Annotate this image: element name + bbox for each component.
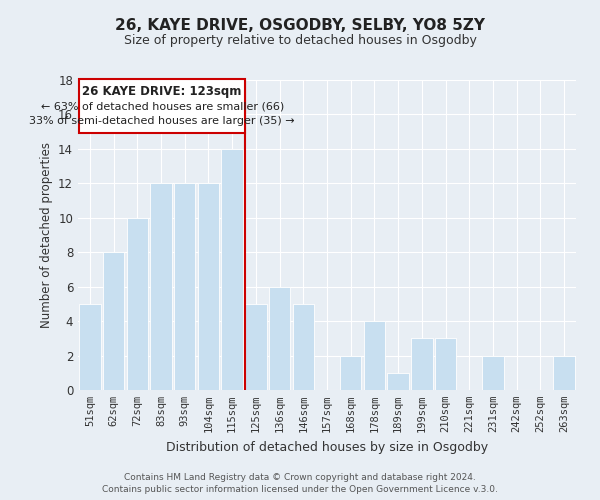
FancyBboxPatch shape bbox=[79, 79, 245, 134]
Bar bbox=[79, 304, 101, 390]
Text: Contains public sector information licensed under the Open Government Licence v.: Contains public sector information licen… bbox=[102, 486, 498, 494]
Text: Size of property relative to detached houses in Osgodby: Size of property relative to detached ho… bbox=[124, 34, 476, 47]
Bar bbox=[269, 286, 290, 390]
Bar bbox=[340, 356, 361, 390]
Bar bbox=[174, 184, 196, 390]
Text: 26 KAYE DRIVE: 123sqm: 26 KAYE DRIVE: 123sqm bbox=[82, 84, 242, 98]
Text: 33% of semi-detached houses are larger (35) →: 33% of semi-detached houses are larger (… bbox=[29, 116, 295, 126]
Bar bbox=[245, 304, 266, 390]
X-axis label: Distribution of detached houses by size in Osgodby: Distribution of detached houses by size … bbox=[166, 440, 488, 454]
Bar bbox=[221, 149, 243, 390]
Text: 26, KAYE DRIVE, OSGODBY, SELBY, YO8 5ZY: 26, KAYE DRIVE, OSGODBY, SELBY, YO8 5ZY bbox=[115, 18, 485, 32]
Bar bbox=[482, 356, 503, 390]
Bar bbox=[198, 184, 219, 390]
Text: Contains HM Land Registry data © Crown copyright and database right 2024.: Contains HM Land Registry data © Crown c… bbox=[124, 473, 476, 482]
Text: ← 63% of detached houses are smaller (66): ← 63% of detached houses are smaller (66… bbox=[41, 102, 284, 112]
Bar bbox=[553, 356, 575, 390]
Bar bbox=[364, 321, 385, 390]
Bar bbox=[411, 338, 433, 390]
Bar bbox=[435, 338, 456, 390]
Bar bbox=[388, 373, 409, 390]
Bar bbox=[151, 184, 172, 390]
Bar bbox=[293, 304, 314, 390]
Y-axis label: Number of detached properties: Number of detached properties bbox=[40, 142, 53, 328]
Bar bbox=[127, 218, 148, 390]
Bar bbox=[103, 252, 124, 390]
